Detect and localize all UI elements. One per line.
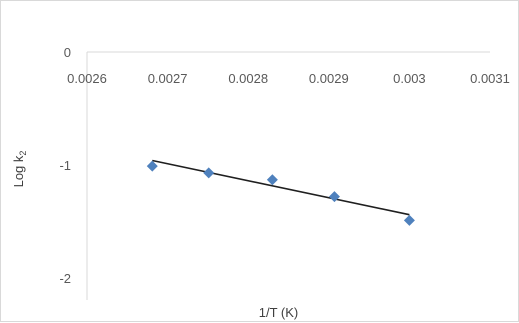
x-tick-label: 0.003 [393,71,426,86]
y-tick-label: -2 [59,271,71,286]
linear-trendline [152,159,410,216]
x-tick-label: 0.0026 [67,71,107,86]
y-tick-label: 0 [64,45,71,60]
data-points [146,160,415,226]
x-tick-labels: 0.0026 0.0027 0.0028 0.0029 0.003 0.0031 [67,71,510,86]
data-point-marker [146,160,158,172]
data-point-marker [403,214,415,226]
y-axis-title-subscript: 2 [18,151,28,156]
x-tick-label: 0.0031 [470,71,510,86]
x-axis-title: 1/T (K) [259,305,299,320]
y-tick-label: -1 [59,158,71,173]
y-tick-labels: 0 -1 -2 [59,45,71,286]
x-tick-label: 0.0028 [228,71,268,86]
y-axis-title-main: Log k [11,155,26,187]
data-point-marker [203,167,215,179]
data-point-marker [266,174,278,186]
y-axis-title: Log k2 [11,151,28,188]
x-tick-label: 0.0029 [309,71,349,86]
x-tick-label: 0.0027 [148,71,188,86]
data-point-marker [328,191,340,203]
